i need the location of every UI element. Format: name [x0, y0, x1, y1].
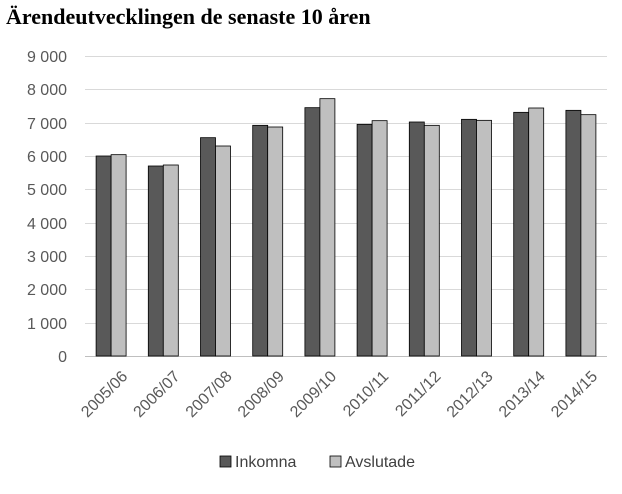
y-tick-label: 1 000 [27, 316, 67, 333]
bar-avslutade-2012-13 [476, 119, 492, 357]
bar-inkomna-2006-07 [147, 165, 164, 357]
x-tick-label: 2011/12 [392, 368, 444, 420]
bar-avslutade-2007-08 [215, 145, 231, 357]
x-tick-label: 2009/10 [287, 368, 340, 421]
y-tick-label: 9 000 [27, 49, 67, 66]
bar-inkomna-2007-08 [200, 137, 216, 357]
x-tick-label: 2008/09 [235, 368, 288, 421]
bar-inkomna-2009-10 [304, 107, 321, 357]
legend: Inkomna Avslutade [219, 454, 415, 471]
bar-inkomna-2012-13 [461, 118, 477, 357]
bar-inkomna-2014-15 [565, 109, 582, 357]
y-tick-label: 6 000 [27, 149, 67, 166]
y-tick-label: 7 000 [27, 116, 67, 133]
x-tick-label: 2014/15 [548, 368, 601, 421]
bar-avslutade-2006-07 [162, 164, 179, 357]
bar-inkomna-2010-11 [356, 123, 373, 357]
x-axis-tick-labels: 2005/06 2006/07 2007/08 2008/09 2009/10 2010/… [78, 368, 601, 421]
x-tick-label: 2005/06 [78, 368, 131, 421]
x-tick-label: 2006/07 [131, 368, 184, 421]
x-tick-label: 2007/08 [183, 368, 236, 421]
y-tick-label: 4 000 [27, 216, 67, 233]
legend-swatch-inkomna [219, 455, 232, 468]
y-tick-label: 0 [58, 349, 67, 366]
bar-avslutade-2009-10 [319, 98, 336, 357]
x-tick-label: 2012/13 [444, 368, 497, 421]
x-tick-label: 2013/14 [496, 368, 549, 421]
bar-avslutade-2014-15 [580, 114, 597, 357]
bar-avslutade-2005-06 [110, 154, 127, 357]
legend-label-avslutade: Avslutade [345, 454, 415, 471]
bar-avslutade-2010-11 [371, 120, 388, 357]
bar-inkomna-2005-06 [95, 155, 112, 357]
x-tick-label: 2010/11 [340, 368, 392, 420]
bar-avslutade-2008-09 [267, 126, 284, 357]
bar-avslutade-2011-12 [423, 124, 440, 357]
y-tick-label: 5 000 [27, 182, 67, 199]
bar-avslutade-2013-14 [528, 107, 545, 357]
y-tick-label: 3 000 [27, 249, 67, 266]
y-tick-label: 2 000 [27, 282, 67, 299]
y-axis-tick-labels: 0 1 000 2 000 3 000 4 000 5 000 6 000 7 000 8 00… [27, 49, 67, 366]
bar-inkomna-2008-09 [252, 124, 269, 357]
bar-inkomna-2013-14 [513, 111, 530, 357]
bars [95, 98, 597, 357]
y-tick-label: 8 000 [27, 82, 67, 99]
chart-title: Ärendeutvecklingen de senaste 10 åren [6, 4, 371, 29]
legend-label-inkomna: Inkomna [235, 454, 296, 471]
legend-swatch-avslutade [329, 455, 342, 468]
bar-inkomna-2011-12 [408, 121, 425, 357]
